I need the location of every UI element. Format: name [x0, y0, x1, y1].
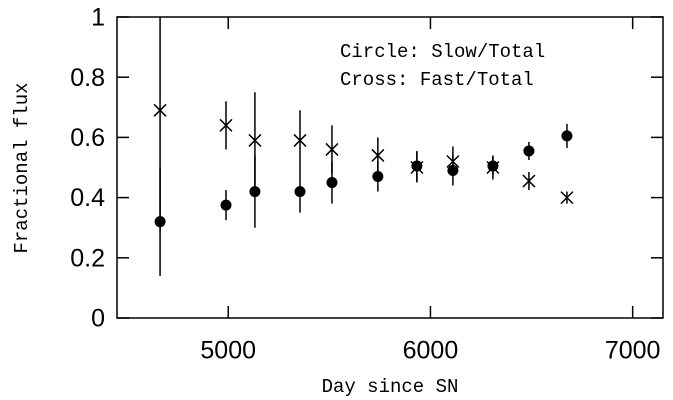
plot-area [153, 17, 574, 276]
x-tick-label: 7000 [605, 337, 661, 365]
annotation: Circle: Slow/Total [340, 41, 545, 63]
x-tick-label: 5000 [200, 337, 256, 365]
cross-point [325, 142, 339, 156]
cross-point [410, 160, 424, 175]
point [220, 199, 232, 211]
point [294, 186, 306, 198]
cross-point [219, 118, 233, 132]
y-tick-label: 0.8 [70, 64, 105, 92]
point [326, 177, 338, 189]
x-tick-label: 6000 [403, 337, 459, 365]
plot-frame [116, 16, 664, 319]
cross-point [153, 103, 167, 117]
y-tick-label: 1 [91, 4, 105, 32]
y-tick-label: 0.6 [70, 124, 105, 152]
point [523, 145, 535, 157]
y-tick-label: 0.2 [70, 244, 105, 272]
cross-point [560, 191, 574, 205]
cross-point [486, 160, 500, 175]
point [561, 130, 573, 142]
point [372, 171, 384, 183]
point [249, 186, 261, 198]
cross-point [446, 154, 460, 169]
y-tick-label: 0.4 [70, 184, 105, 212]
cross-point [371, 148, 385, 162]
x-axis-label: Day since SN [322, 376, 459, 398]
cross-point [248, 133, 262, 147]
y-tick-label: 0 [91, 305, 105, 333]
annotation: Cross: Fast/Total [340, 69, 534, 91]
y-axis-label: Fractional flux [11, 82, 33, 253]
cross-point [522, 174, 536, 188]
cross-point [293, 133, 307, 147]
